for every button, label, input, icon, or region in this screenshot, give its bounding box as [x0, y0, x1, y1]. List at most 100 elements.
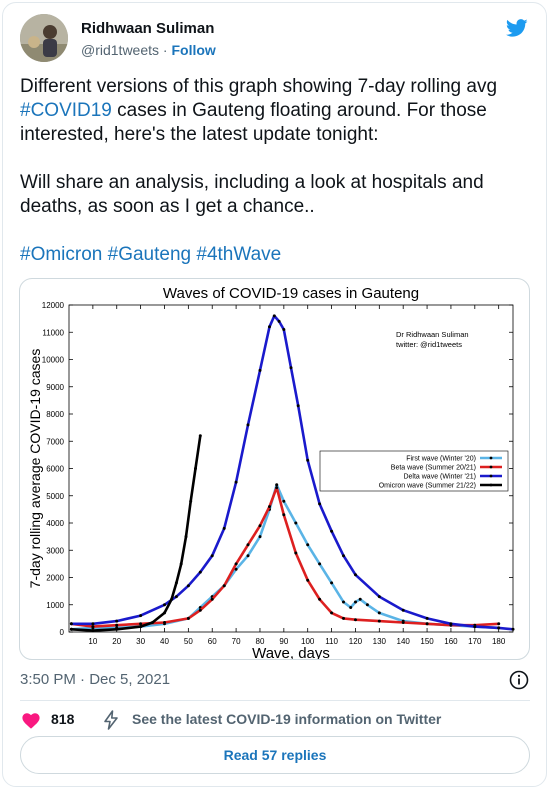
legend-box [319, 450, 509, 492]
x-tick-label: 70 [232, 637, 241, 646]
heart-icon[interactable] [21, 711, 41, 729]
data-point [342, 554, 345, 558]
author-handle[interactable]: @rid1tweets [81, 42, 160, 58]
data-point [186, 616, 190, 620]
data-point [342, 600, 345, 604]
y-tick-label: 11000 [42, 328, 64, 337]
data-point [115, 623, 119, 627]
data-point [268, 505, 271, 509]
hashtag-omicron[interactable]: #Omicron [20, 244, 103, 265]
x-tick-label: 150 [420, 637, 434, 646]
hashtag-gauteng[interactable]: #Gauteng [107, 244, 192, 265]
chart-annotation-author: Dr Ridhwaan Suliman [396, 330, 469, 339]
tweet-media-chart[interactable]: Waves of COVID-19 cases in Gauteng 0 1000 2… [19, 278, 530, 660]
x-tick-label: 50 [184, 637, 193, 646]
data-point [246, 423, 250, 427]
separator-dot: · [162, 42, 168, 58]
data-point [91, 629, 95, 633]
tweet-hashtags: #Omicron #Gauteng #4thWave [20, 243, 530, 267]
hashtag-4thwave[interactable]: #4thWave [196, 244, 282, 265]
data-point [194, 467, 197, 470]
chart: Waves of COVID-19 cases in Gauteng 0 1000 2… [27, 285, 515, 659]
data-point [174, 581, 178, 585]
y-tick-label: 0 [60, 628, 65, 637]
data-point [354, 600, 357, 604]
legend-marker [489, 474, 493, 478]
data-point [163, 621, 166, 624]
series-line-1 [70, 483, 501, 631]
data-point [377, 611, 381, 615]
x-tick-label: 160 [444, 637, 458, 646]
data-point [258, 535, 262, 539]
tweet-text-segment: cases in Gauteng floating around. For th… [20, 100, 487, 145]
hashtag-covid19[interactable]: #COVID19 [20, 100, 112, 121]
lightning-icon [104, 710, 118, 730]
covid-info-link[interactable]: See the latest COVID-19 information on T… [132, 711, 442, 727]
x-tick-label: 170 [468, 637, 482, 646]
data-point [330, 581, 334, 585]
data-point [198, 608, 202, 612]
twitter-bird-icon[interactable] [504, 17, 530, 39]
data-point [282, 513, 286, 517]
follow-button[interactable]: Follow [171, 42, 216, 58]
info-icon[interactable] [509, 670, 529, 690]
data-point [294, 551, 298, 555]
y-tick-label: 8000 [46, 410, 64, 419]
legend-label: First wave (Winter '20) [406, 456, 476, 463]
data-point [349, 606, 353, 609]
data-point [358, 597, 362, 601]
data-point [184, 535, 188, 539]
divider [20, 700, 530, 701]
data-point [186, 584, 190, 588]
data-point [189, 499, 193, 503]
data-point [354, 618, 357, 622]
data-point [163, 603, 166, 607]
data-point [268, 325, 271, 329]
data-point [306, 578, 310, 582]
avatar[interactable] [20, 14, 68, 62]
tweet-text: Different versions of this graph showing… [20, 75, 530, 267]
y-tick-label: 2000 [46, 574, 64, 583]
data-point [210, 597, 214, 601]
x-tick-label: 10 [88, 637, 97, 646]
data-point [425, 622, 429, 626]
tweet-timestamp[interactable]: 3:50 PM · Dec 5, 2021 [20, 671, 171, 688]
x-tick-label: 130 [373, 637, 387, 646]
data-point [139, 622, 143, 626]
y-tick-label: 4000 [46, 519, 64, 528]
data-point [365, 603, 369, 607]
data-point [275, 486, 279, 490]
y-tick-label: 12000 [42, 301, 65, 310]
y-tick-label: 7000 [46, 437, 64, 446]
data-point [69, 622, 73, 626]
chart-title: Waves of COVID-19 cases in Gauteng [163, 285, 419, 302]
data-point [179, 562, 183, 566]
data-point [198, 434, 202, 438]
data-point [222, 584, 226, 588]
data-point [354, 573, 357, 577]
x-tick-label: 40 [160, 637, 169, 646]
data-point [497, 622, 501, 626]
x-tick-label: 180 [492, 637, 506, 646]
data-point [139, 614, 143, 618]
data-point [318, 562, 322, 566]
data-point [115, 619, 119, 623]
y-tick-label: 6000 [46, 465, 64, 474]
read-replies-button[interactable]: Read 57 replies [20, 736, 530, 774]
y-tick-label: 1000 [46, 601, 64, 610]
data-point [425, 616, 429, 620]
y-axis-label: 7-day rolling average COVID-19 cases [27, 349, 43, 589]
data-point [282, 328, 286, 331]
data-point [151, 621, 154, 624]
author-name[interactable]: Ridhwaan Suliman [81, 20, 215, 37]
data-point [497, 626, 501, 630]
x-tick-label: 100 [301, 637, 315, 646]
data-point [91, 622, 95, 626]
tweet-paragraph-2: Will share an analysis, including a look… [20, 172, 484, 217]
like-count[interactable]: 818 [51, 711, 75, 727]
data-point [282, 499, 286, 503]
data-point [330, 529, 334, 533]
data-point [377, 619, 381, 623]
data-point [275, 483, 279, 487]
data-point [69, 627, 73, 631]
